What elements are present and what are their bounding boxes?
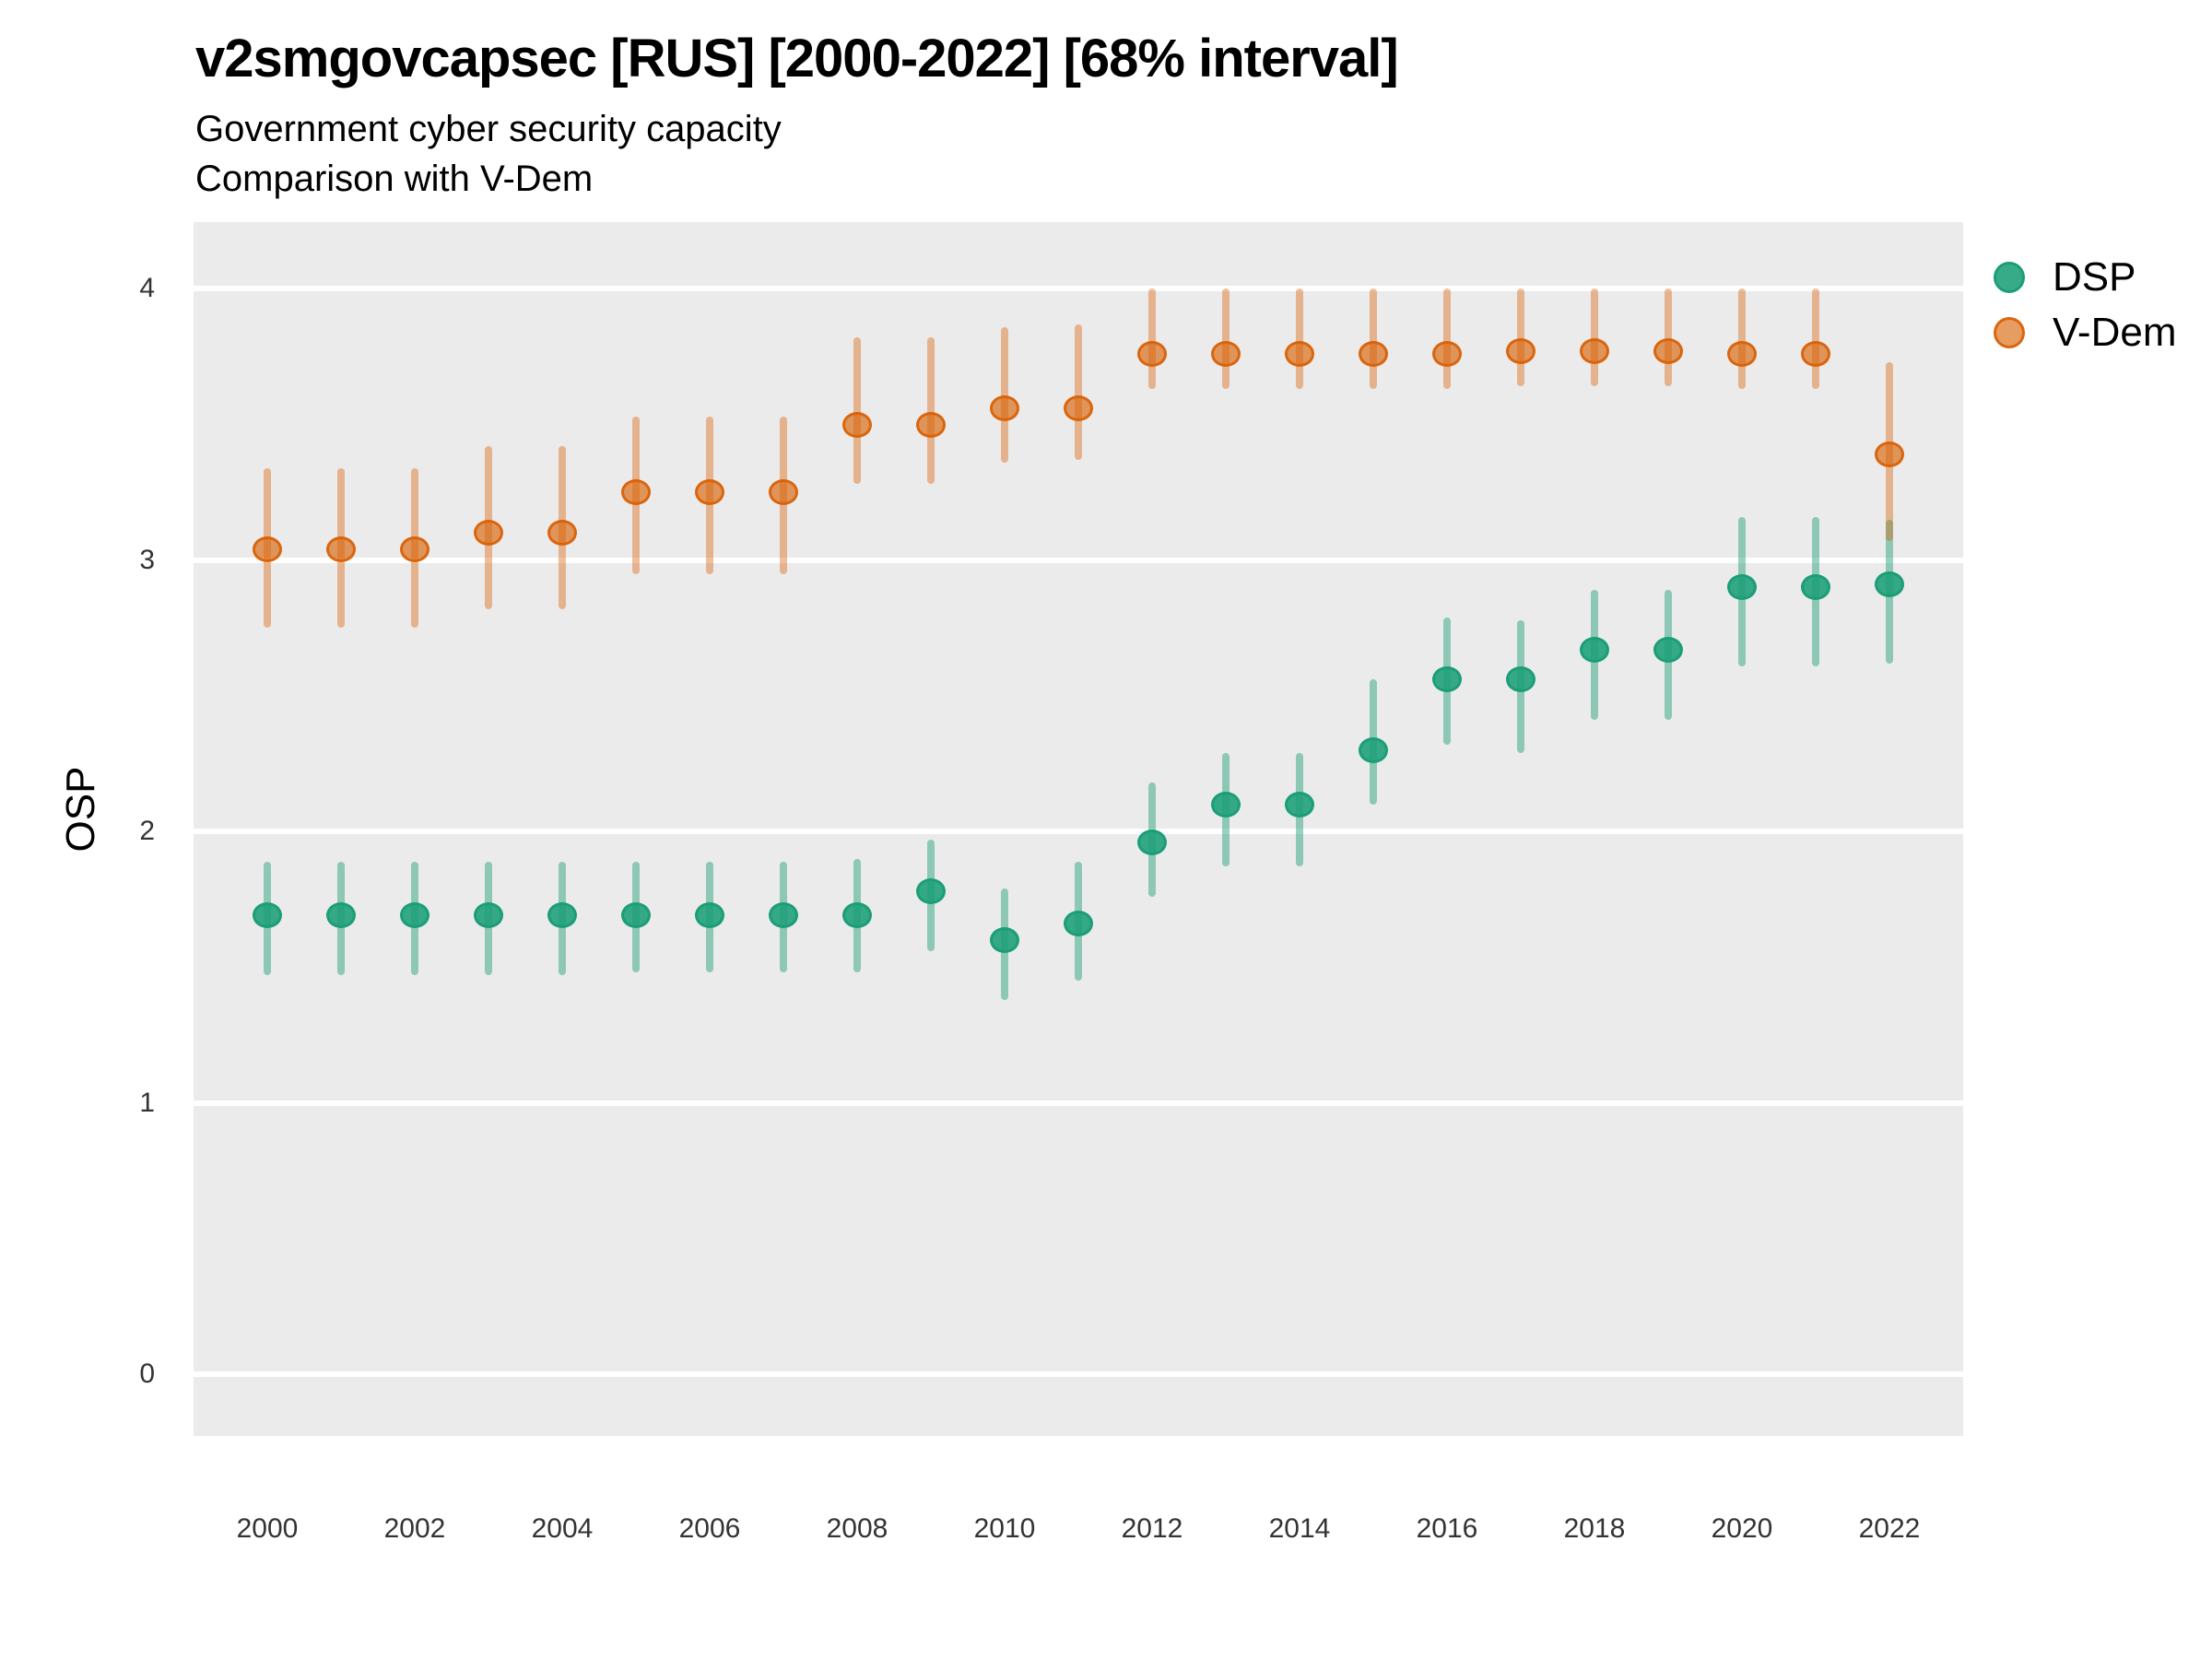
vdem-interval-2016 [1443, 288, 1451, 390]
y-tick-label-4: 4 [139, 273, 155, 304]
vdem-interval-2014 [1296, 288, 1303, 390]
legend-dsp-dot-icon [1994, 262, 2025, 293]
dsp-point-2002 [400, 902, 429, 929]
vdem-interval-2009 [927, 337, 935, 485]
legend: DSP V-Dem [1994, 250, 2176, 360]
vdem-point-2020 [1727, 341, 1757, 368]
x-tick-label-2008: 2008 [826, 1513, 888, 1544]
dsp-point-2019 [1653, 636, 1683, 663]
vdem-point-2007 [769, 479, 798, 506]
dsp-point-2008 [842, 902, 872, 929]
vdem-point-2002 [400, 536, 429, 563]
vdem-point-2015 [1359, 341, 1388, 368]
vdem-interval-2015 [1370, 288, 1377, 390]
vdem-point-2016 [1432, 341, 1462, 368]
dsp-point-2020 [1727, 574, 1757, 601]
dsp-point-2001 [326, 902, 356, 929]
dsp-point-2007 [769, 902, 798, 929]
vdem-interval-2010 [1001, 326, 1008, 463]
x-tick-label-2016: 2016 [1416, 1513, 1478, 1544]
vdem-interval-2019 [1665, 288, 1672, 387]
vdem-point-2010 [990, 394, 1019, 421]
vdem-point-2014 [1285, 341, 1314, 368]
dsp-point-2003 [474, 902, 503, 929]
chart-subtitle-line1: Government cyber security capacity [195, 109, 782, 149]
y-tick-label-0: 0 [139, 1359, 155, 1389]
vdem-point-2006 [695, 479, 724, 506]
dsp-point-2004 [547, 902, 577, 929]
y-tick-label-3: 3 [139, 544, 155, 575]
dsp-point-2018 [1580, 636, 1609, 663]
vdem-interval-2011 [1075, 324, 1082, 460]
dsp-point-2015 [1359, 736, 1388, 763]
x-tick-label-2022: 2022 [1858, 1513, 1921, 1544]
x-tick-label-2018: 2018 [1563, 1513, 1626, 1544]
gridline-y-3 [194, 557, 1963, 563]
dsp-point-2006 [695, 902, 724, 929]
vdem-interval-2020 [1738, 288, 1746, 390]
x-tick-label-2014: 2014 [1268, 1513, 1331, 1544]
dsp-point-2022 [1875, 571, 1904, 598]
vdem-point-2005 [621, 479, 651, 506]
x-tick-label-2000: 2000 [236, 1513, 299, 1544]
plot-panel [194, 222, 1963, 1436]
vdem-interval-2021 [1812, 288, 1819, 390]
dsp-point-2021 [1801, 574, 1830, 601]
x-tick-label-2002: 2002 [383, 1513, 446, 1544]
vdem-point-2004 [547, 520, 577, 547]
x-tick-label-2004: 2004 [531, 1513, 594, 1544]
x-tick-label-2006: 2006 [678, 1513, 741, 1544]
vdem-point-2018 [1580, 338, 1609, 365]
vdem-interval-2013 [1222, 288, 1230, 390]
vdem-point-2011 [1064, 394, 1093, 421]
y-axis-title: OSP [58, 766, 103, 853]
chart-title: v2smgovcapsec [RUS] [2000-2022] [68% int… [195, 29, 1399, 88]
vdem-point-2009 [916, 411, 946, 438]
dsp-point-2009 [916, 877, 946, 904]
dsp-point-2011 [1064, 911, 1093, 937]
vdem-point-2013 [1211, 341, 1241, 368]
dsp-point-2014 [1285, 791, 1314, 818]
legend-item-vdem: V-Dem [1994, 305, 2176, 360]
vdem-point-2000 [253, 536, 282, 563]
y-tick-label-2: 2 [139, 816, 155, 847]
vdem-point-2021 [1801, 341, 1830, 368]
dsp-point-2013 [1211, 791, 1241, 818]
dsp-point-2012 [1137, 829, 1167, 855]
legend-label-dsp: DSP [2053, 254, 2136, 300]
gridline-y-0 [194, 1371, 1963, 1377]
vdem-point-2019 [1653, 338, 1683, 365]
x-tick-label-2020: 2020 [1711, 1513, 1773, 1544]
x-tick-label-2010: 2010 [973, 1513, 1036, 1544]
vdem-point-2008 [842, 411, 872, 438]
x-tick-label-2012: 2012 [1121, 1513, 1183, 1544]
gridline-y-1 [194, 1100, 1963, 1106]
vdem-interval-2017 [1517, 288, 1524, 387]
vdem-interval-2018 [1591, 288, 1598, 387]
vdem-point-2001 [326, 536, 356, 563]
y-tick-label-1: 1 [139, 1087, 155, 1118]
dsp-point-2016 [1432, 666, 1462, 693]
vdem-point-2017 [1506, 338, 1535, 365]
legend-label-vdem: V-Dem [2053, 310, 2177, 355]
vdem-point-2003 [474, 520, 503, 547]
gridline-y-4 [194, 286, 1963, 292]
gridline-y-2 [194, 829, 1963, 835]
vdem-point-2012 [1137, 341, 1167, 368]
chart-subtitle-line2: Comparison with V-Dem [195, 159, 594, 199]
dsp-point-2010 [990, 926, 1019, 953]
legend-vdem-dot-icon [1994, 317, 2025, 348]
vdem-point-2022 [1875, 441, 1904, 467]
dsp-point-2017 [1506, 666, 1535, 693]
dsp-point-2000 [253, 902, 282, 929]
legend-item-dsp: DSP [1994, 250, 2176, 305]
dsp-point-2005 [621, 902, 651, 929]
vdem-interval-2008 [853, 337, 861, 485]
vdem-interval-2012 [1148, 288, 1156, 390]
